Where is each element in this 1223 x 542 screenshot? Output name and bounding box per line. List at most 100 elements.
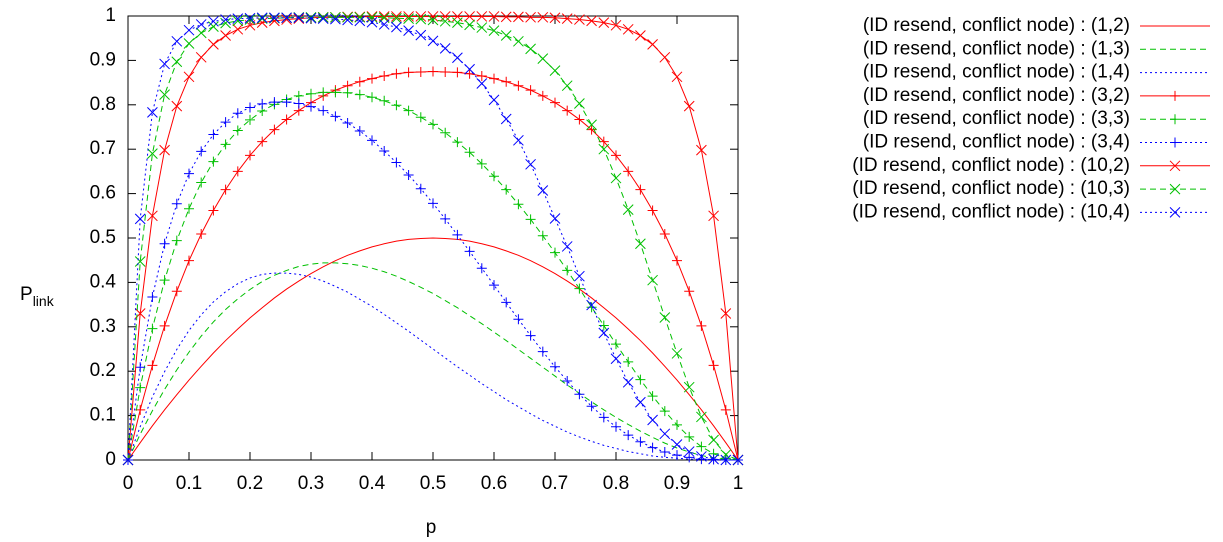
data-point xyxy=(257,98,268,109)
data-point xyxy=(171,35,183,47)
data-point xyxy=(183,24,195,36)
legend-marker xyxy=(1169,160,1181,172)
data-point xyxy=(500,30,512,41)
data-point xyxy=(220,139,231,150)
data-point xyxy=(720,308,732,319)
data-point xyxy=(391,157,402,168)
data-point xyxy=(293,98,304,109)
data-point xyxy=(379,70,390,81)
data-point xyxy=(208,205,219,216)
data-point xyxy=(732,454,744,466)
data-point xyxy=(476,22,488,33)
data-point xyxy=(647,391,658,402)
data-point xyxy=(464,19,475,31)
data-point xyxy=(208,21,219,33)
data-point xyxy=(159,238,170,249)
data-point xyxy=(330,111,341,122)
x-tick-label: 0.5 xyxy=(420,473,446,494)
data-point xyxy=(391,21,402,33)
data-point xyxy=(403,11,414,22)
y-tick-label: 0.4 xyxy=(90,271,117,292)
data-point xyxy=(159,320,170,331)
data-point xyxy=(550,247,560,258)
data-point xyxy=(184,203,194,214)
data-point xyxy=(586,302,597,313)
data-point xyxy=(623,356,634,367)
data-point xyxy=(489,73,499,84)
data-point xyxy=(574,14,585,25)
data-point xyxy=(562,105,573,116)
x-tick-label: 0.8 xyxy=(603,473,629,494)
data-point xyxy=(427,14,439,26)
legend-marker xyxy=(1170,137,1180,148)
data-point xyxy=(232,108,243,119)
data-point xyxy=(635,374,646,385)
data-point xyxy=(403,169,414,180)
data-point xyxy=(525,330,536,341)
data-point xyxy=(464,68,475,79)
legend-label: (ID resend, conflict node) : (3,2) xyxy=(863,85,1130,106)
data-point xyxy=(671,71,683,83)
data-point xyxy=(378,11,390,22)
y-axis-label: Plink xyxy=(20,284,55,309)
data-point xyxy=(330,11,341,23)
data-point xyxy=(134,256,146,267)
data-point xyxy=(147,292,158,303)
data-point xyxy=(525,85,536,96)
data-point xyxy=(366,11,378,23)
legend-label: (ID resend, conflict node) : (3,4) xyxy=(863,132,1130,153)
series-line xyxy=(127,16,739,461)
series-line xyxy=(127,272,738,461)
data-point xyxy=(184,255,194,266)
data-point xyxy=(525,43,536,55)
data-point xyxy=(696,320,707,331)
data-point xyxy=(452,229,463,240)
data-point xyxy=(232,13,244,25)
data-point xyxy=(574,114,585,125)
data-point xyxy=(171,198,182,209)
data-point xyxy=(476,11,488,22)
data-point xyxy=(562,375,573,386)
data-point xyxy=(683,100,695,112)
data-point xyxy=(220,30,231,41)
data-point xyxy=(586,124,597,135)
data-point xyxy=(488,25,500,37)
data-point xyxy=(220,14,231,25)
data-point xyxy=(720,449,732,461)
legend-label: (ID resend, conflict node) : (1,4) xyxy=(863,62,1130,83)
data-point xyxy=(622,204,634,215)
y-tick-label: 0.8 xyxy=(90,94,116,115)
data-point xyxy=(476,263,487,274)
data-point xyxy=(354,15,366,27)
data-point xyxy=(720,454,732,466)
y-tick-label: 0.6 xyxy=(90,183,116,204)
data-point xyxy=(672,419,682,430)
data-point xyxy=(513,314,524,325)
data-point xyxy=(342,11,353,23)
data-point xyxy=(256,12,268,24)
data-point xyxy=(549,12,561,24)
data-point xyxy=(171,235,182,246)
data-point xyxy=(245,114,255,125)
data-point xyxy=(391,100,402,111)
y-tick-label: 0.9 xyxy=(90,49,116,70)
data-point xyxy=(367,73,377,84)
series-line xyxy=(127,262,739,461)
data-point xyxy=(281,114,292,125)
data-point xyxy=(366,11,378,22)
data-point xyxy=(525,214,536,225)
data-point xyxy=(171,56,183,68)
data-point xyxy=(586,401,597,412)
data-point xyxy=(159,58,170,70)
data-point xyxy=(269,12,280,24)
data-point xyxy=(135,362,146,373)
data-point xyxy=(269,124,280,135)
data-point xyxy=(342,14,353,26)
data-point xyxy=(439,11,451,22)
data-point xyxy=(489,171,499,182)
data-point xyxy=(476,70,487,81)
data-point xyxy=(501,76,512,87)
data-point xyxy=(354,76,365,87)
data-point xyxy=(452,67,463,78)
data-point xyxy=(549,213,561,224)
